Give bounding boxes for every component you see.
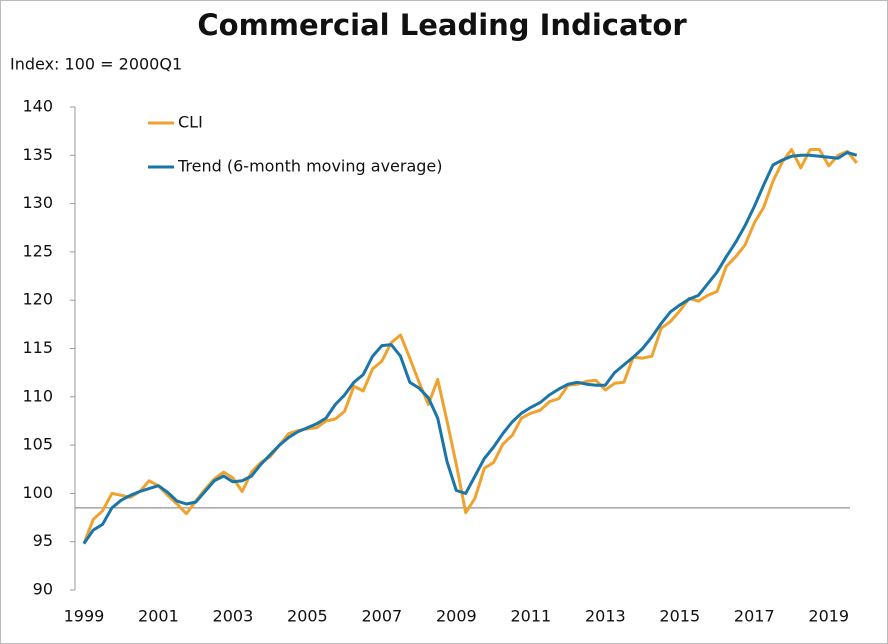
x-tick-label: 2015	[659, 607, 700, 626]
y-tick-label: 90	[33, 580, 53, 599]
y-tick-label: 120	[22, 290, 53, 309]
x-tick-label: 2011	[510, 607, 551, 626]
y-tick-label: 130	[22, 193, 53, 212]
y-tick-label: 105	[22, 435, 53, 454]
y-tick-label: 100	[22, 483, 53, 502]
x-tick-label: 2017	[734, 607, 775, 626]
x-tick-label: 2003	[213, 607, 254, 626]
series-line	[82, 150, 858, 545]
y-tick-label: 135	[22, 145, 53, 164]
x-tick-label: 2019	[808, 607, 849, 626]
legend-label: Trend (6-month moving average)	[177, 157, 443, 176]
subtitle: Index: 100 = 2000Q1	[10, 55, 182, 74]
y-tick-label: 125	[22, 241, 53, 260]
x-tick-label: 2005	[287, 607, 328, 626]
y-tick-label: 95	[33, 531, 53, 550]
y-tick-label: 140	[22, 97, 53, 116]
x-tick-label: 2007	[362, 607, 403, 626]
x-tick-label: 2013	[585, 607, 626, 626]
y-tick-label: 110	[22, 386, 53, 405]
y-tick-label: 115	[22, 338, 53, 357]
x-tick-label: 1999	[64, 607, 105, 626]
chart-title: Commercial Leading Indicator	[197, 8, 687, 42]
legend-label: CLI	[178, 113, 203, 132]
x-tick-label: 2009	[436, 607, 477, 626]
x-tick-label: 2001	[138, 607, 179, 626]
